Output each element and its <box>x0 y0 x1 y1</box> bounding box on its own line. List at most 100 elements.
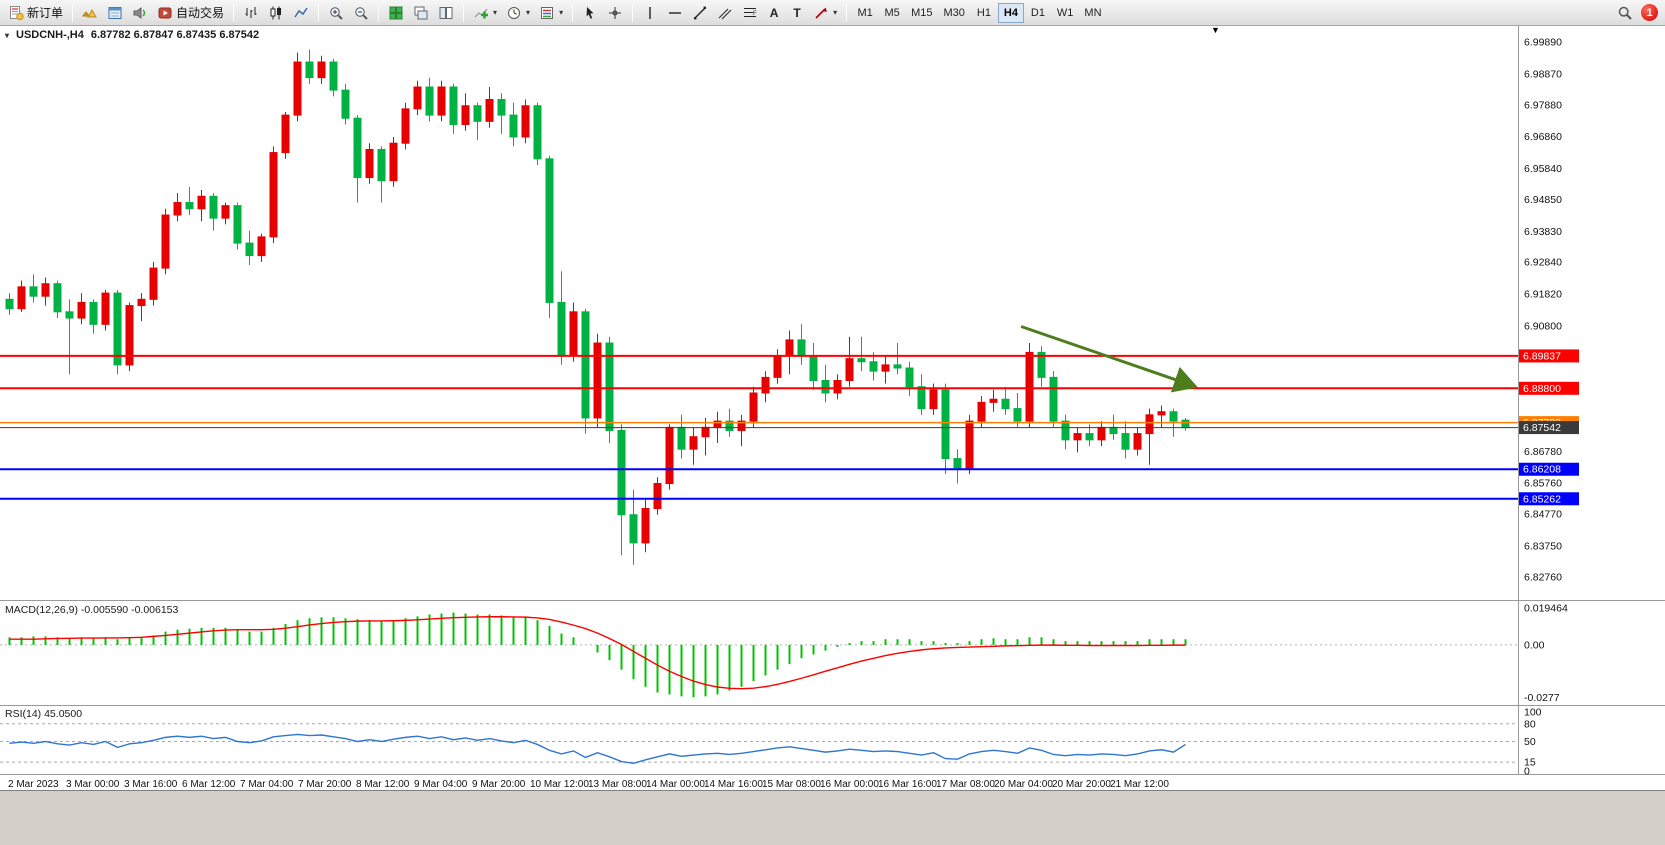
shapes-button[interactable]: ▾ <box>809 2 841 24</box>
dropdown-caret-icon: ▾ <box>833 7 838 17</box>
price-label-text: 6.87542 <box>1523 422 1561 434</box>
svg-text:2 Mar 2023: 2 Mar 2023 <box>8 779 59 790</box>
macd-indicator-label: MACD(12,26,9) -0.005590 -0.006153 <box>5 604 179 616</box>
time-axis[interactable]: 2 Mar 2023 3 Mar 00:00 3 Mar 16:00 6 Mar 12… <box>8 779 1169 790</box>
timeframe-m5-button[interactable]: M5 <box>879 3 905 23</box>
svg-text:6.90800: 6.90800 <box>1524 320 1562 332</box>
chart-scroll-marker-icon[interactable]: ▼ <box>1211 25 1220 35</box>
timeframe-d1-button[interactable]: D1 <box>1025 3 1051 23</box>
new-order-label: 新订单 <box>27 6 64 20</box>
toolbar-separator <box>378 3 380 22</box>
dropdown-caret-icon: ▾ <box>559 7 564 17</box>
line-chart-icon <box>293 5 309 21</box>
price-label-box <box>1519 349 1579 363</box>
status-area <box>0 790 1665 845</box>
svg-text:6.99890: 6.99890 <box>1524 37 1562 49</box>
toolbar-separator <box>632 3 634 22</box>
data-window-button[interactable] <box>103 2 127 24</box>
chart-bars-button[interactable] <box>239 2 263 24</box>
timeframe-mn-button[interactable]: MN <box>1079 3 1106 23</box>
new-order-button[interactable]: 新订单 <box>4 2 67 24</box>
search-icon <box>1617 5 1633 21</box>
toolbar-separator <box>846 3 848 22</box>
price-axis[interactable]: 6.99890 6.98870 6.97880 6.96860 6.95840 6.948… <box>1524 37 1562 584</box>
timeframe-h4-button[interactable]: H4 <box>997 2 1024 23</box>
label-button[interactable]: T <box>786 2 808 24</box>
timeframes-menu-button[interactable]: ▾ <box>502 2 534 24</box>
rsi-axis-label: 50 <box>1524 736 1536 748</box>
svg-text:6.85760: 6.85760 <box>1524 478 1562 490</box>
tile-grid-icon <box>388 5 404 21</box>
macd-signal-line <box>9 616 1186 690</box>
chart-line-button[interactable] <box>289 2 313 24</box>
chart-ohlc-values: 6.87782 6.87847 6.87435 6.87542 <box>90 29 260 41</box>
toolbar: 新订单 自动交易 ▾ ▾ ▾ F A T ▾ M1 M5 M15 M30 H1 … <box>0 0 1665 26</box>
alerts-button[interactable] <box>128 2 152 24</box>
chart-title: ▾ USDCNH-,H4 6.87782 6.87847 6.87435 6.8… <box>5 29 259 41</box>
tile-vertical-button[interactable] <box>434 2 458 24</box>
template-page-icon <box>539 5 555 21</box>
algo-trading-button[interactable]: 自动交易 <box>153 2 228 24</box>
svg-text:6.92840: 6.92840 <box>1524 257 1562 269</box>
cursor-button[interactable] <box>578 2 602 24</box>
templates-button[interactable]: ▾ <box>535 2 567 24</box>
svg-text:6 Mar 12:00: 6 Mar 12:00 <box>182 779 236 790</box>
macd-histogram <box>8 612 1187 698</box>
price-label-box <box>1519 462 1579 476</box>
indicators-plus-icon <box>473 5 489 21</box>
timeframe-w1-button[interactable]: W1 <box>1052 3 1079 23</box>
channel-button[interactable] <box>713 2 737 24</box>
svg-text:6.97880: 6.97880 <box>1524 99 1562 111</box>
timeframe-m30-button[interactable]: M30 <box>939 3 970 23</box>
algo-trading-label: 自动交易 <box>176 6 225 20</box>
toolbar-separator <box>463 3 465 22</box>
gold-bars-icon <box>82 5 98 21</box>
notification-badge[interactable]: 1 <box>1641 4 1658 21</box>
timeframe-h1-button[interactable]: H1 <box>971 3 997 23</box>
trendline-icon <box>692 5 708 21</box>
dropdown-caret-icon: ▾ <box>526 7 531 17</box>
chart-symbol-period: USDCNH-,H4 <box>16 29 84 41</box>
svg-text:16 Mar 00:00: 16 Mar 00:00 <box>820 779 879 790</box>
indicators-button[interactable]: ▾ <box>469 2 501 24</box>
tile-windows-button[interactable] <box>384 2 408 24</box>
algo-trading-icon <box>157 5 173 21</box>
search-button[interactable] <box>1613 2 1637 24</box>
svg-text:9 Mar 20:00: 9 Mar 20:00 <box>472 779 526 790</box>
chart-collapse-icon[interactable]: ▾ <box>5 30 10 40</box>
text-button[interactable]: A <box>763 2 785 24</box>
market-watch-button[interactable] <box>78 2 102 24</box>
crosshair-button[interactable] <box>603 2 627 24</box>
cursor-icon <box>582 5 598 21</box>
svg-text:6.98870: 6.98870 <box>1524 68 1562 80</box>
svg-text:17 Mar 08:00: 17 Mar 08:00 <box>936 779 995 790</box>
zoom-out-button[interactable] <box>349 2 373 24</box>
text-tool-icon: A <box>769 5 779 20</box>
trendline-button[interactable] <box>688 2 712 24</box>
macd-axis-label: 0.00 <box>1524 639 1545 651</box>
speaker-icon <box>132 5 148 21</box>
timeframe-m15-button[interactable]: M15 <box>906 3 937 23</box>
vertical-line-button[interactable] <box>638 2 662 24</box>
macd-axis-label: -0.0277 <box>1524 692 1560 704</box>
arrow-shape-icon <box>813 5 829 21</box>
toolbar-separator <box>233 3 235 22</box>
timeframe-m1-button[interactable]: M1 <box>852 3 878 23</box>
level-lines[interactable] <box>0 354 1518 500</box>
price-label-box <box>1519 381 1579 395</box>
equidistant-channel-icon <box>717 5 733 21</box>
chart-candles-button[interactable] <box>264 2 288 24</box>
trend-arrow[interactable] <box>1020 325 1198 393</box>
zoom-in-button[interactable] <box>324 2 348 24</box>
svg-text:21 Mar 12:00: 21 Mar 12:00 <box>1110 779 1169 790</box>
chart-background[interactable] <box>0 26 1665 790</box>
cascade-windows-button[interactable] <box>409 2 433 24</box>
price-label-text: 6.85262 <box>1523 493 1561 505</box>
svg-text:6.84770: 6.84770 <box>1524 509 1562 521</box>
svg-text:6.91820: 6.91820 <box>1524 289 1562 301</box>
svg-text:8 Mar 12:00: 8 Mar 12:00 <box>356 779 410 790</box>
horizontal-line-button[interactable] <box>663 2 687 24</box>
price-label-box <box>1519 421 1579 435</box>
fibonacci-button[interactable]: F <box>738 2 762 24</box>
